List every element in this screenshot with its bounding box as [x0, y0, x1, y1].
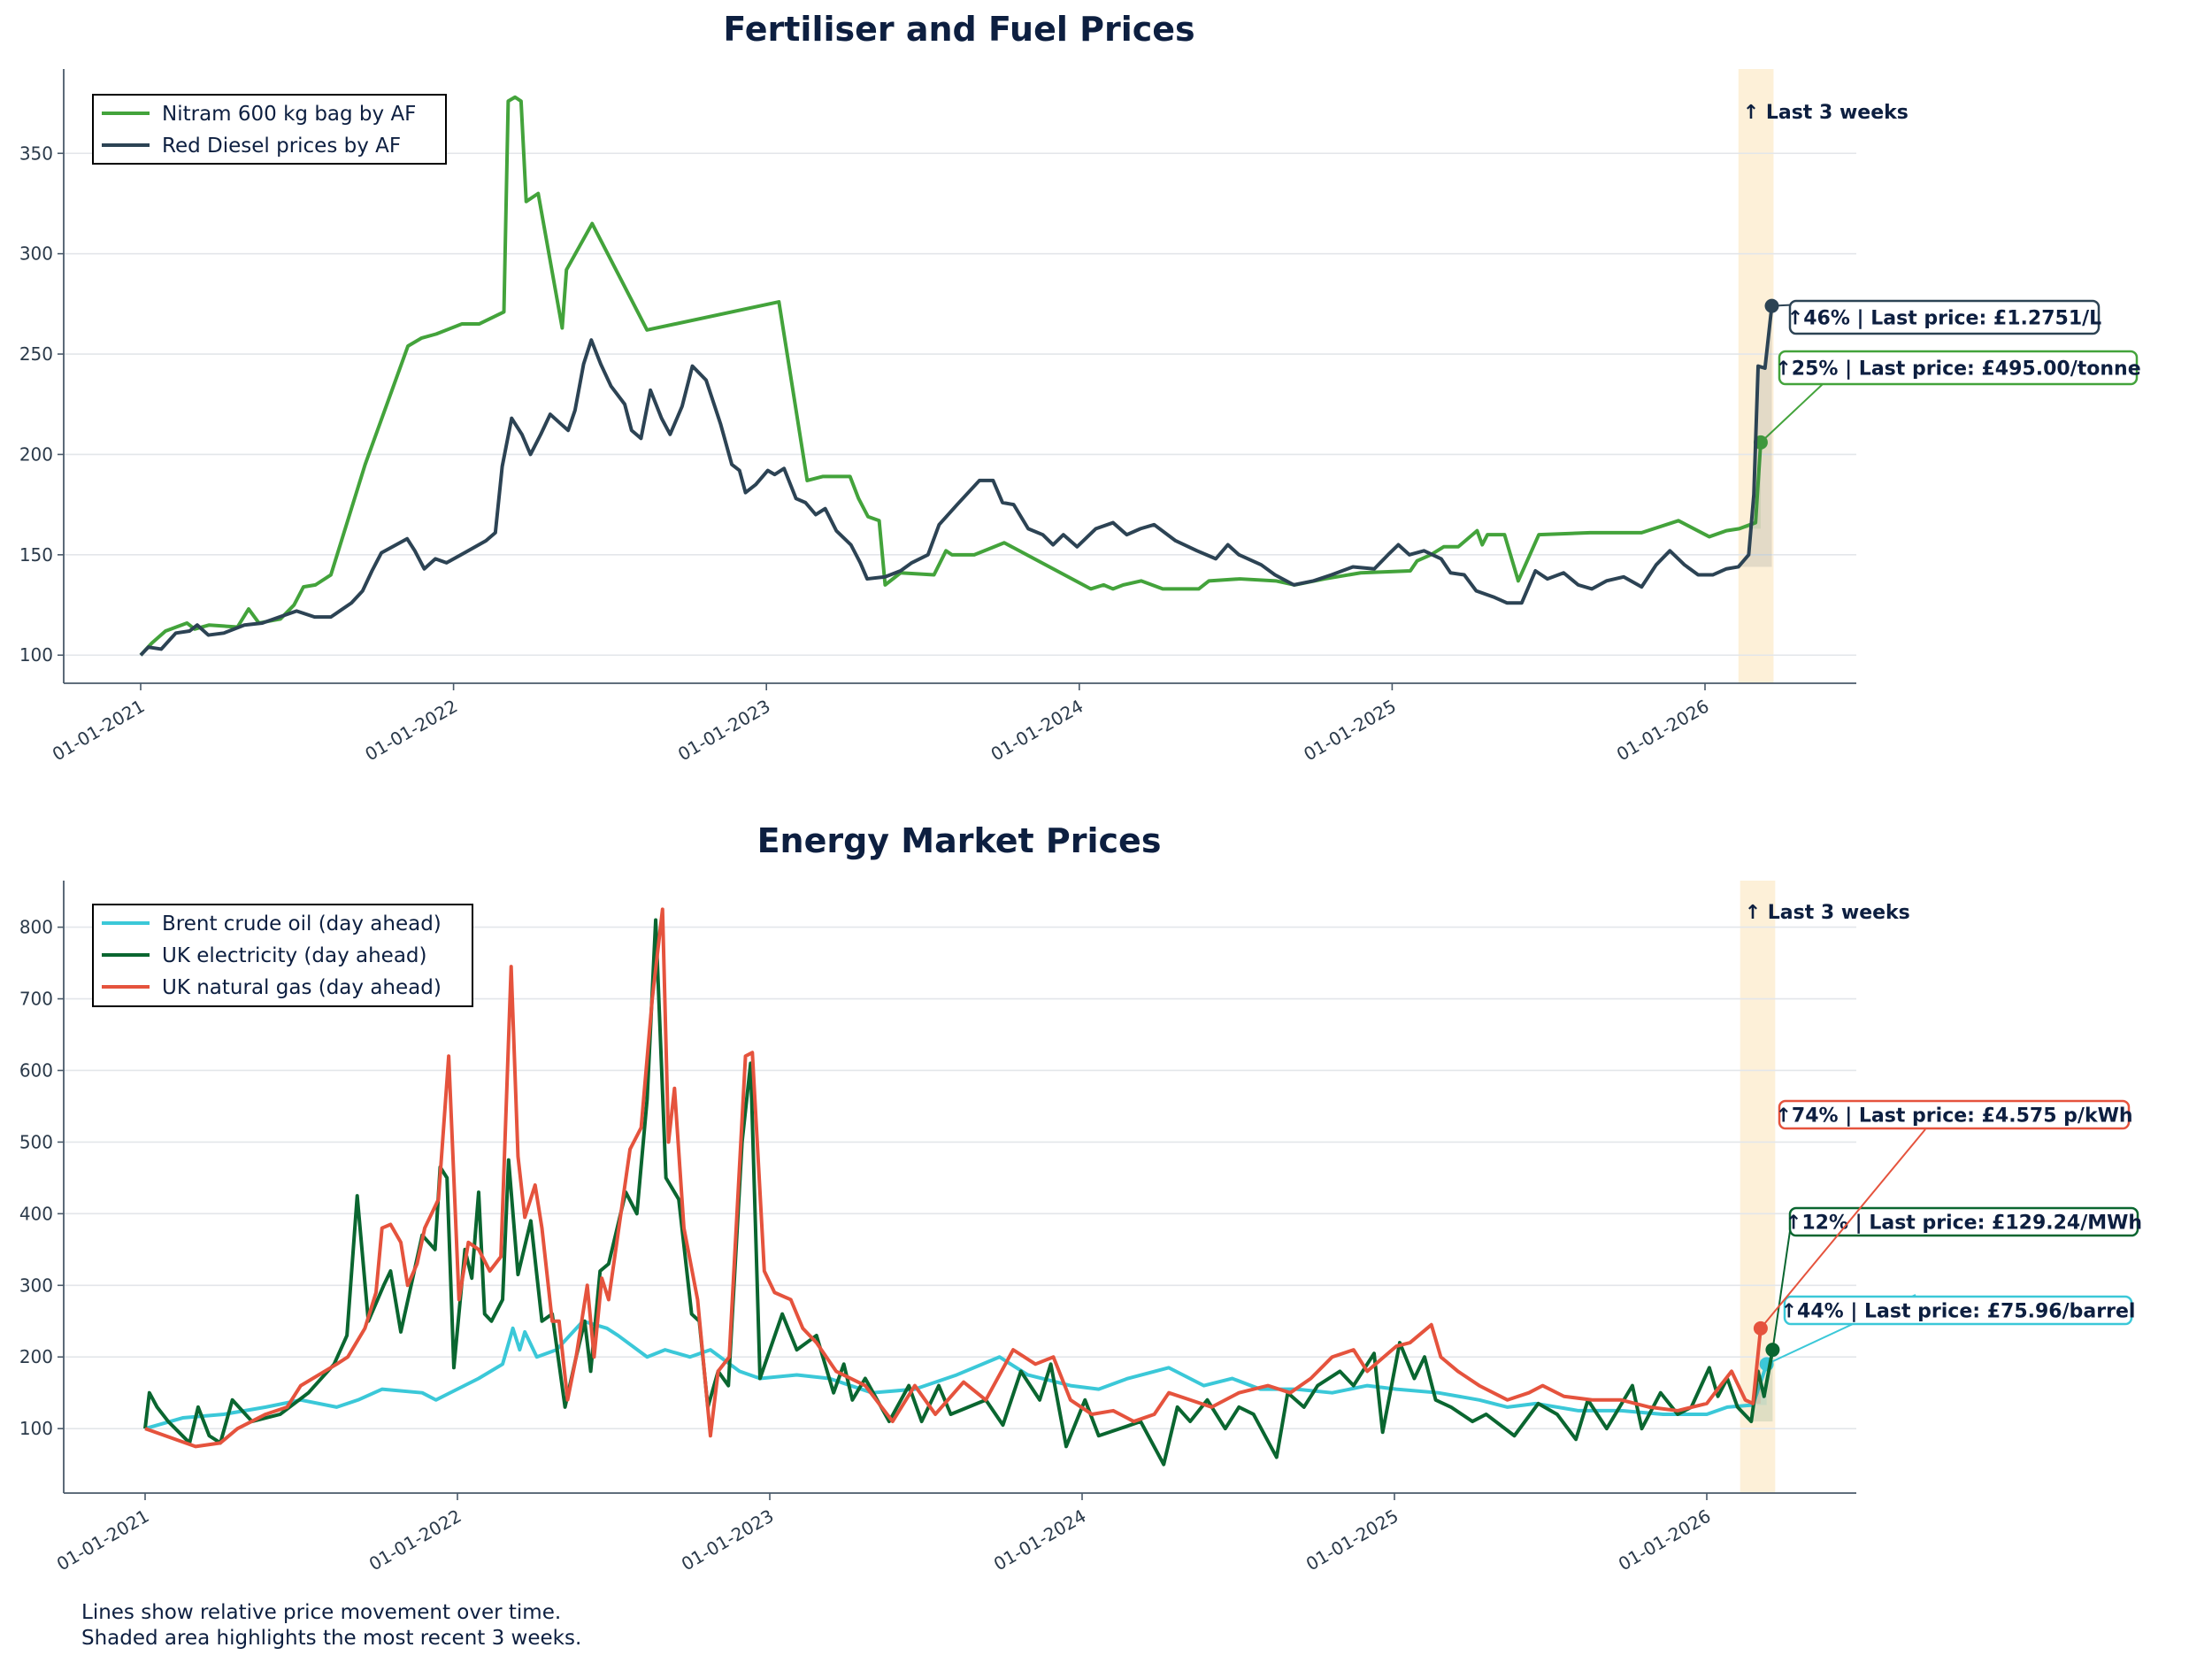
- series-line-2: [143, 918, 1775, 1467]
- x-tick-label: 01-01-2023: [674, 696, 774, 766]
- annotation-box: [1778, 1099, 2131, 1130]
- x-tick-label: 01-01-2026: [1615, 1505, 1715, 1575]
- annotation-leader: [1760, 1128, 1926, 1329]
- x-tick-label: 01-01-2025: [1300, 696, 1400, 766]
- series-line-1: [139, 95, 1763, 657]
- y-tick-label: 400: [19, 1203, 53, 1224]
- x-tick-label: 01-01-2022: [361, 696, 461, 766]
- legend-box: [92, 94, 447, 165]
- y-tick-label: 700: [19, 989, 53, 1010]
- annotation-box: [1788, 299, 2101, 335]
- x-tick-label: 01-01-2021: [53, 1505, 153, 1575]
- footer-line-2: Shaded area highlights the most recent 3…: [81, 1627, 582, 1650]
- x-tick-label: 01-01-2021: [49, 696, 149, 766]
- x-tick-label: 01-01-2024: [987, 696, 1087, 766]
- last-3-weeks-label: ↑ Last 3 weeks: [1745, 902, 1910, 924]
- y-tick-label: 200: [19, 443, 53, 465]
- footer-line-1: Lines show relative price movement over …: [81, 1601, 562, 1624]
- x-tick-label: 01-01-2026: [1613, 696, 1713, 766]
- legend-entry: Red Diesel prices by AF: [162, 135, 401, 158]
- y-tick-label: 350: [19, 142, 53, 164]
- last-point-marker: [1765, 1343, 1780, 1358]
- annotation-box: [1778, 350, 2139, 386]
- legend: Brent crude oil (day ahead) UK electricit…: [92, 904, 473, 1007]
- legend: Nitram 600 kg bag by AF Red Diesel prices…: [92, 94, 447, 165]
- annotation-leader: [1760, 383, 1824, 443]
- legend-entry: Brent crude oil (day ahead): [162, 912, 442, 935]
- x-tick-label: 01-01-2025: [1302, 1505, 1402, 1575]
- annotation-label: ↑74% | Last price: £4.575 p/kWh: [1775, 1105, 2132, 1128]
- y-tick-label: 150: [19, 544, 53, 566]
- annotation-box: [1788, 1206, 2139, 1237]
- recent-fill-2: [1745, 1328, 1761, 1404]
- x-tick-label: 01-01-2024: [990, 1505, 1090, 1575]
- y-tick-label: 500: [19, 1131, 53, 1152]
- footer-note: Lines show relative price movement over …: [81, 1600, 581, 1651]
- y-tick-label: 200: [19, 1346, 53, 1367]
- annotation-label: ↑12% | Last price: £129.24/MWh: [1786, 1213, 2142, 1235]
- annotation-label: ↑44% | Last price: £75.96/barrel: [1781, 1301, 2136, 1323]
- recent-weeks-shade: [1738, 69, 1774, 683]
- x-tick-label: 01-01-2023: [678, 1505, 778, 1575]
- last-3-weeks-label: ↑ Last 3 weeks: [1743, 102, 1909, 124]
- legend-entry: Nitram 600 kg bag by AF: [162, 103, 416, 126]
- panel-1: 100 150 200 250 300 350 01-01-2021 01-01-2022 01…: [19, 10, 2141, 765]
- recent-fill-1: [1738, 305, 1772, 567]
- y-tick-label: 250: [19, 343, 53, 365]
- legend-box: [92, 904, 473, 1007]
- series-line-2: [139, 305, 1774, 657]
- chart-title: Fertiliser and Fuel Prices: [723, 10, 1194, 49]
- annotation-label: ↑25% | Last price: £495.00/tonne: [1775, 358, 2140, 381]
- y-tick-label: 300: [19, 1274, 53, 1296]
- y-tick-label: 800: [19, 917, 53, 938]
- x-tick-label: 01-01-2022: [365, 1505, 465, 1575]
- last-point-marker: [1764, 298, 1779, 313]
- annotation-leader: [1771, 1230, 1791, 1351]
- y-tick-label: 600: [19, 1059, 53, 1081]
- legend-entry: UK electricity (day ahead): [162, 944, 426, 967]
- annotation-box: [1783, 1295, 2133, 1326]
- series-line-3: [144, 907, 1763, 1449]
- y-tick-label: 100: [19, 644, 53, 666]
- chart-title: Energy Market Prices: [757, 821, 1162, 860]
- legend-entry: UK natural gas (day ahead): [162, 976, 442, 999]
- annotation-label: ↑46% | Last price: £1.2751/L: [1787, 308, 2101, 330]
- recent-fill-0: [1739, 442, 1761, 529]
- y-tick-label: 300: [19, 243, 53, 265]
- recent-fill-1: [1751, 1350, 1773, 1422]
- panel-2: 100 200 300 400 500 600 700 800 01-01-2021 01-01-…: [19, 821, 2142, 1574]
- y-tick-label: 100: [19, 1418, 53, 1439]
- last-point-marker: [1753, 1320, 1768, 1336]
